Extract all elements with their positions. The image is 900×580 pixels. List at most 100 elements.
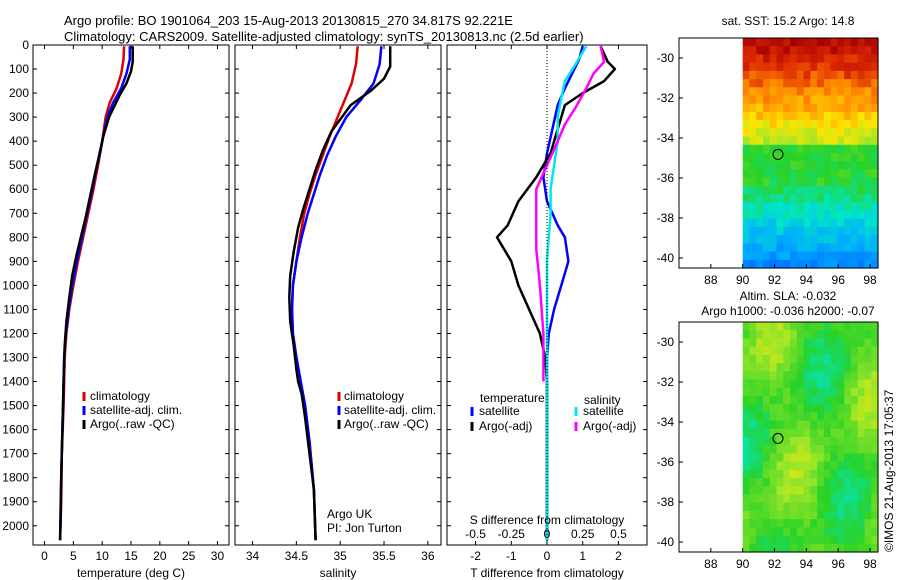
heat-cell: [769, 404, 778, 413]
heat-cell: [850, 338, 859, 348]
heat-cell: [871, 346, 879, 356]
heat-cell: [790, 120, 798, 129]
heat-cell: [871, 404, 879, 413]
heat-cell: [837, 177, 845, 187]
heat-cell: [796, 70, 805, 80]
heat-cell: [864, 453, 872, 463]
heat-cell: [857, 519, 866, 528]
heat-cell: [749, 453, 757, 463]
heat-cell: [749, 128, 757, 138]
heat-cell: [763, 478, 771, 487]
heat-cell: [844, 510, 852, 520]
heat-cell: [769, 136, 778, 146]
heat-cell: [769, 379, 778, 389]
heat-cell: [823, 543, 832, 553]
heat-cell: [742, 527, 751, 537]
heat-cell: [763, 445, 771, 454]
heat-cell: [823, 478, 832, 487]
heat-cell: [783, 226, 791, 236]
heat-cell: [796, 461, 805, 471]
heat-cell: [756, 218, 764, 228]
heat-cell: [823, 161, 832, 170]
heat-cell: [844, 363, 852, 372]
heat-cell: [871, 535, 879, 545]
heat-cell: [823, 437, 832, 446]
heat-cell: [817, 243, 825, 253]
heat-cell: [850, 144, 859, 154]
heat-cell: [864, 226, 872, 236]
heat-cell: [837, 79, 845, 88]
heat-cell: [823, 144, 832, 154]
heat-cell: [796, 469, 805, 479]
heat-cell: [756, 194, 764, 203]
heat-cell: [844, 346, 852, 356]
heat-cell: [783, 70, 791, 80]
heat-cell: [810, 527, 818, 537]
heat-cell: [796, 128, 805, 138]
heat-cell: [769, 363, 778, 372]
heat-cell: [817, 404, 825, 413]
heat-cell: [823, 412, 832, 422]
heat-cell: [769, 62, 778, 72]
heat-cell: [763, 437, 771, 446]
heat-cell: [830, 54, 838, 64]
heat-cell: [844, 54, 852, 64]
legend-label: satellite-adj. clim.: [90, 403, 182, 417]
heat-cell: [810, 478, 818, 487]
heat-cell: [790, 494, 798, 504]
heat-cell: [756, 136, 764, 146]
heat-cell: [823, 111, 832, 121]
heat-cell: [769, 169, 778, 179]
heat-cell: [871, 111, 879, 121]
y-tick-label: 300: [9, 110, 29, 124]
heat-cell: [742, 243, 751, 253]
heat-cell: [749, 177, 757, 187]
heat-cell: [776, 486, 784, 496]
heat-cell: [844, 144, 852, 154]
heat-cell: [776, 62, 784, 72]
heat-cell: [857, 527, 866, 537]
heat-cell: [803, 259, 811, 269]
x-tick-label: 15: [124, 549, 138, 563]
x-tick-label: -1: [506, 549, 517, 563]
y-tick-label: -38: [657, 211, 675, 225]
heat-cell: [776, 153, 784, 162]
heat-cell: [837, 379, 845, 389]
top-x-tick-label: 0.25: [571, 527, 595, 541]
heat-cell: [769, 469, 778, 479]
heat-cell: [749, 46, 757, 55]
heat-cell: [783, 128, 791, 138]
heat-cell: [803, 38, 811, 47]
heat-cell: [783, 218, 791, 228]
heat-cell: [857, 453, 866, 463]
heat-cell: [844, 111, 852, 121]
heat-cell: [850, 535, 859, 545]
heat-cell: [857, 404, 866, 413]
heat-cell: [837, 136, 845, 146]
legend-title: temperature: [480, 391, 545, 405]
heat-cell: [837, 226, 845, 236]
heat-cell: [830, 346, 838, 356]
heat-cell: [763, 404, 771, 413]
heat-cell: [871, 169, 879, 179]
heat-cell: [830, 259, 838, 269]
heat-cell: [742, 62, 751, 72]
heat-cell: [783, 259, 791, 269]
heat-cell: [864, 169, 872, 179]
legend-label: climatology: [90, 389, 150, 403]
heat-cell: [857, 177, 866, 187]
heat-cell: [749, 202, 757, 212]
heat-cell: [810, 371, 818, 381]
heat-cell: [830, 62, 838, 72]
heat-cell: [810, 87, 818, 97]
heat-cell: [769, 486, 778, 496]
heat-cell: [837, 243, 845, 253]
heat-cell: [837, 428, 845, 438]
heat-cell: [850, 251, 859, 261]
y-tick-label: 900: [9, 254, 29, 268]
heat-cell: [742, 259, 751, 269]
y-tick-label: 1300: [2, 351, 29, 365]
heat-cell: [837, 161, 845, 170]
heat-cell: [742, 194, 751, 203]
map-panel-2: 88 90 92 94 96 98 -30 -32 -34 -36 -38 -40 Altim. SLA…: [657, 289, 879, 571]
